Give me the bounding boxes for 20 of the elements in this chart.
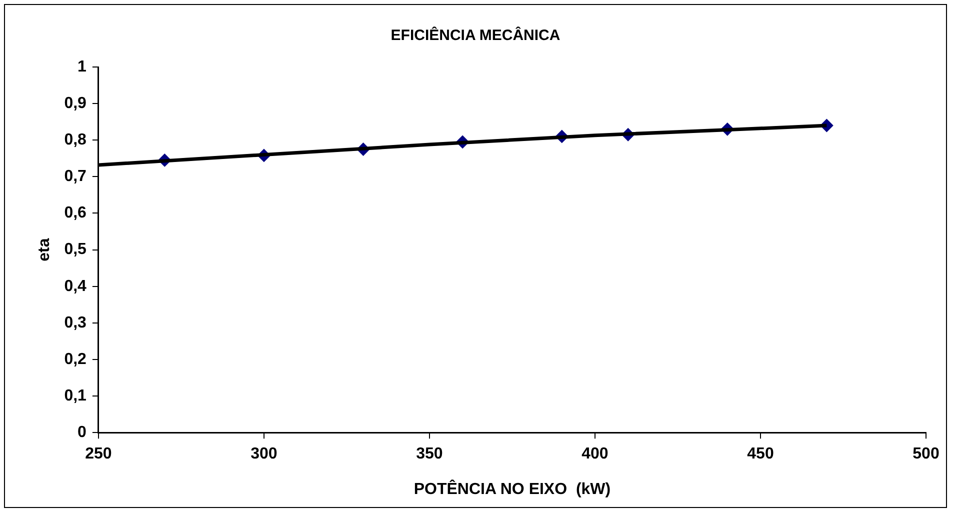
x-tick-label: 350 (416, 446, 443, 463)
y-tick-label: 0,8 (64, 132, 87, 149)
y-tick-label: 0,9 (64, 94, 87, 112)
y-tick-label: 0,6 (64, 204, 87, 222)
y-axis-title: eta (36, 238, 54, 262)
x-tick-label: 500 (912, 446, 940, 463)
x-tick-label: 300 (250, 446, 278, 463)
x-tick-label: 450 (747, 446, 774, 463)
x-tick-label: 250 (85, 446, 112, 463)
y-tick-label: 0,3 (64, 314, 87, 332)
x-tick-label: 400 (582, 446, 608, 463)
y-tick-label: 0,2 (64, 350, 87, 368)
y-tick-label: 0,5 (64, 241, 87, 258)
y-tick-label: 1 (78, 58, 87, 76)
y-tick-label: 0,4 (64, 278, 87, 295)
x-axis-title: POTÊNCIA NO EIXO (kW) (414, 478, 611, 498)
chart-title: EFICIÊNCIA MECÂNICA (390, 26, 560, 44)
y-tick-label: 0,1 (64, 387, 87, 404)
y-tick-label: 0,7 (64, 168, 87, 186)
y-tick-label: 0 (78, 424, 87, 442)
